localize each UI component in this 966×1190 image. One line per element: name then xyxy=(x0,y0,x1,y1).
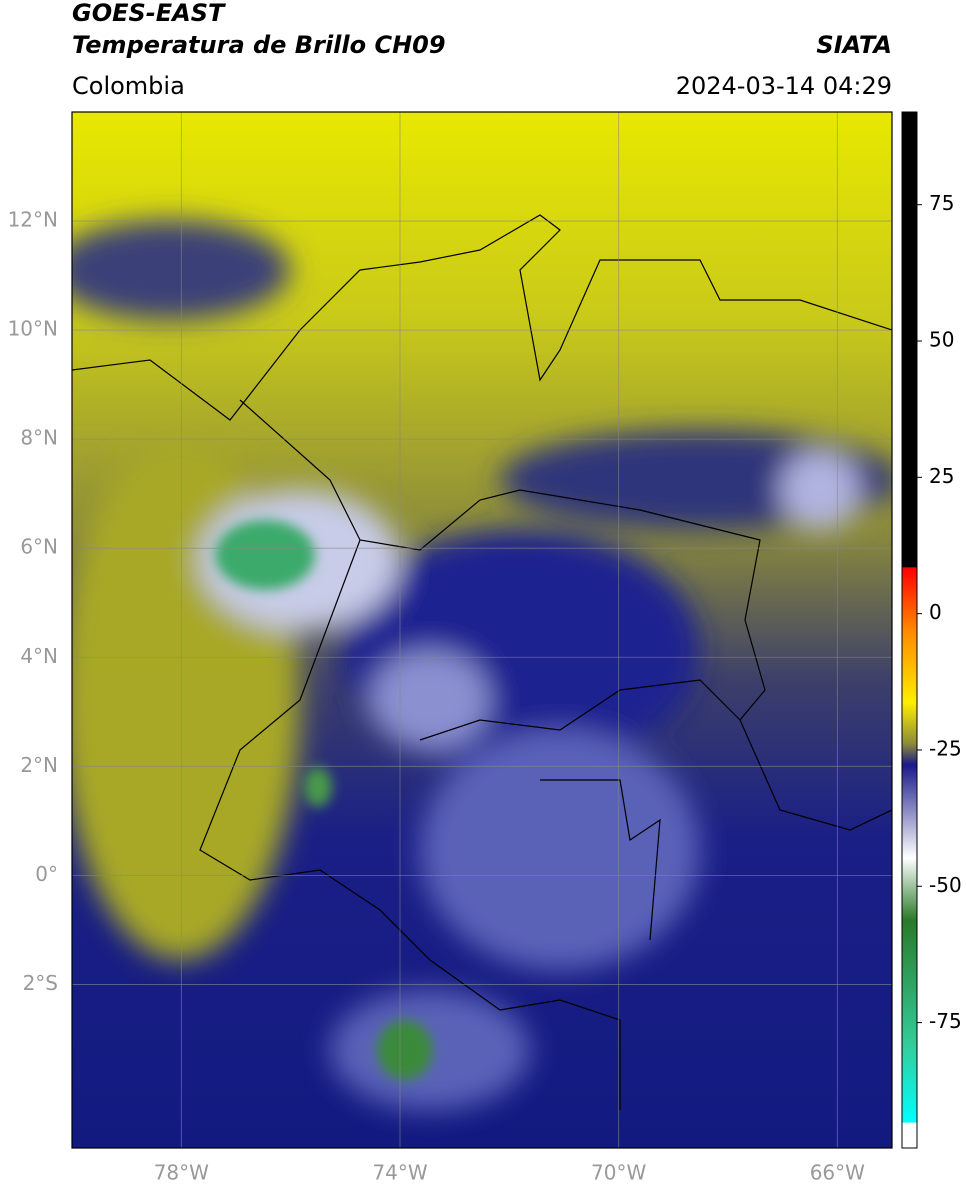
title-line1: GOES-EAST xyxy=(72,0,226,27)
graticule xyxy=(72,112,892,1148)
colorbar xyxy=(901,111,918,1149)
colorbar-tick-label: 0 xyxy=(929,600,942,624)
x-tick-label: 70°W xyxy=(591,1161,646,1185)
colorbar-tick-label: 75 xyxy=(929,191,954,215)
x-tick-label: 66°W xyxy=(810,1161,865,1185)
y-tick-label: 0° xyxy=(35,862,58,886)
region: Colombia xyxy=(72,72,185,100)
y-tick-label: 6°N xyxy=(20,535,58,559)
map-imagery xyxy=(72,112,892,1148)
y-tick-label: 12°N xyxy=(8,208,58,232)
y-tick-label: 2°S xyxy=(23,971,58,995)
x-tick-label: 74°W xyxy=(372,1161,427,1185)
colorbar-tick-label: -75 xyxy=(929,1009,962,1033)
y-tick-label: 10°N xyxy=(8,317,58,341)
map-frame xyxy=(71,111,893,1149)
y-tick-label: 4°N xyxy=(20,644,58,668)
y-tick-label: 8°N xyxy=(20,426,58,450)
datetime: 2024-03-14 04:29 xyxy=(676,72,892,100)
title-line2: Temperatura de Brillo CH09 xyxy=(72,31,446,59)
source: SIATA xyxy=(816,31,892,59)
colorbar-tick-label: -50 xyxy=(929,873,962,897)
x-tick-label: 78°W xyxy=(154,1161,209,1185)
y-tick-label: 2°N xyxy=(20,753,58,777)
colorbar-tick-label: 50 xyxy=(929,328,954,352)
colorbar-tick-label: 25 xyxy=(929,464,954,488)
colorbar-tick-label: -25 xyxy=(929,736,962,760)
